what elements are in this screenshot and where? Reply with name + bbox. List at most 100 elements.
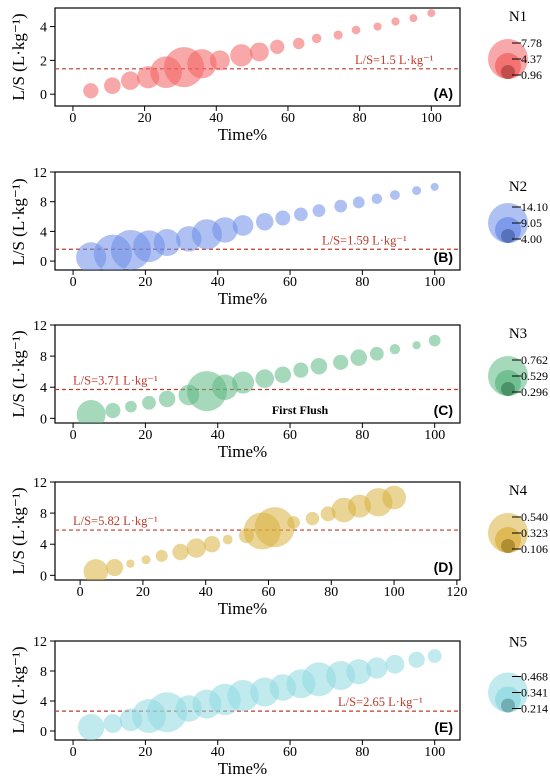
x-axis-title: Time% [218,442,267,461]
y-axis-title: L/S (L·kg⁻¹) [9,178,28,265]
x-tick-label: 0 [70,275,77,290]
panel-3: 0 20 40 60 80 100 0 4 8 12 Time% L/S (L·kg⁻¹) L/S=3.… [9,319,548,461]
data-point [275,210,291,226]
bubble-series [76,182,439,270]
data-point [412,186,422,196]
y-tick-label: 2 [40,54,47,69]
data-point [274,366,292,384]
data-point [382,485,406,510]
data-point [103,714,123,733]
data-point [212,217,238,243]
legend-bubble-small [501,229,515,243]
panel-1: 0 20 40 60 80 100 0 2 4 Time% L/S (L·kg⁻¹) L/S=1.5 … [9,7,542,144]
y-tick-label: 12 [33,476,47,491]
x-tick-label: 40 [211,275,225,290]
data-point [385,654,405,674]
x-axis-title: Time% [218,759,267,778]
legend-title: N1 [509,9,527,25]
x-tick-label: 40 [211,745,225,760]
size-legend: N5 0.468 0.341 0.214 [488,635,548,716]
bubble-series [76,334,441,423]
x-tick-label: 40 [199,585,213,600]
x-tick-label: 20 [138,275,152,290]
x-tick-label: 20 [138,428,152,443]
threshold-label: L/S=3.71 L·kg⁻¹ [73,373,158,387]
bubble-series [83,9,436,99]
legend-value: 4.37 [521,52,542,66]
data-point [333,30,343,40]
legend-value: 0.529 [521,369,548,383]
data-point [255,212,274,231]
data-point [254,507,295,548]
data-point [83,83,99,99]
y-tick-label: 8 [40,350,47,365]
data-point [408,651,425,668]
x-tick-label: 100 [424,428,445,443]
legend-bubble-small [501,382,515,396]
y-tick-label: 12 [33,319,47,334]
x-tick-label: 80 [324,585,338,600]
legend-value: 0.296 [521,385,548,399]
data-point [104,77,121,95]
data-point [369,346,384,361]
data-point [292,37,305,50]
size-legend: N3 0.762 0.529 0.296 [488,326,548,399]
y-tick-label: 4 [40,381,47,396]
y-axis-title: L/S (L·kg⁻¹) [9,13,28,100]
data-point [311,33,322,44]
data-point [305,511,320,526]
legend-title: N2 [509,179,527,195]
x-tick-label: 40 [211,428,225,443]
x-axis-title: Time% [218,125,267,144]
x-tick-label: 100 [424,745,445,760]
data-point [83,559,109,580]
x-tick-label: 0 [69,111,76,126]
bubble-series [77,649,442,740]
x-tick-label: 60 [283,428,297,443]
legend-value: 0.106 [521,542,548,556]
panel-label: (E) [434,719,453,735]
data-point [222,534,233,545]
plot-frame [54,171,461,271]
data-point [312,204,326,217]
data-point [346,659,372,685]
x-tick-label: 80 [355,275,369,290]
data-point [172,543,189,561]
data-point [334,199,348,213]
data-point [125,400,137,413]
x-axis-title: Time% [218,289,267,308]
data-point [249,42,269,62]
y-axis-title: L/S (L·kg⁻¹) [9,330,28,417]
data-point [391,17,400,26]
legend-title: N4 [509,483,528,499]
data-point [77,714,105,740]
legend-value: 7.78 [521,36,542,50]
x-tick-label: 20 [136,585,150,600]
size-legend: N1 7.78 4.37 0.96 [488,9,542,82]
data-point [270,39,285,55]
data-point [352,196,365,209]
data-point [389,343,401,355]
plot-frame [54,7,461,107]
data-point [186,538,206,558]
legend-title: N5 [509,635,527,651]
data-point [350,349,368,366]
plot-frame [54,324,461,424]
legend-value: 0.323 [521,526,548,540]
annotation-text: First Flush [272,403,329,417]
legend-value: 4.00 [521,232,542,246]
panel-label: (D) [434,559,453,575]
data-point [430,182,439,191]
y-tick-label: 4 [40,21,47,36]
data-point [428,334,441,347]
threshold-label: L/S=1.59 L·kg⁻¹ [322,233,407,247]
x-tick-label: 100 [384,585,405,600]
data-point [351,25,361,35]
x-tick-label: 80 [353,111,367,126]
data-point [209,50,230,71]
x-tick-label: 60 [283,745,297,760]
data-point [142,395,156,410]
x-tick-label: 60 [261,585,275,600]
x-tick-label: 0 [70,428,77,443]
data-point [310,357,328,375]
